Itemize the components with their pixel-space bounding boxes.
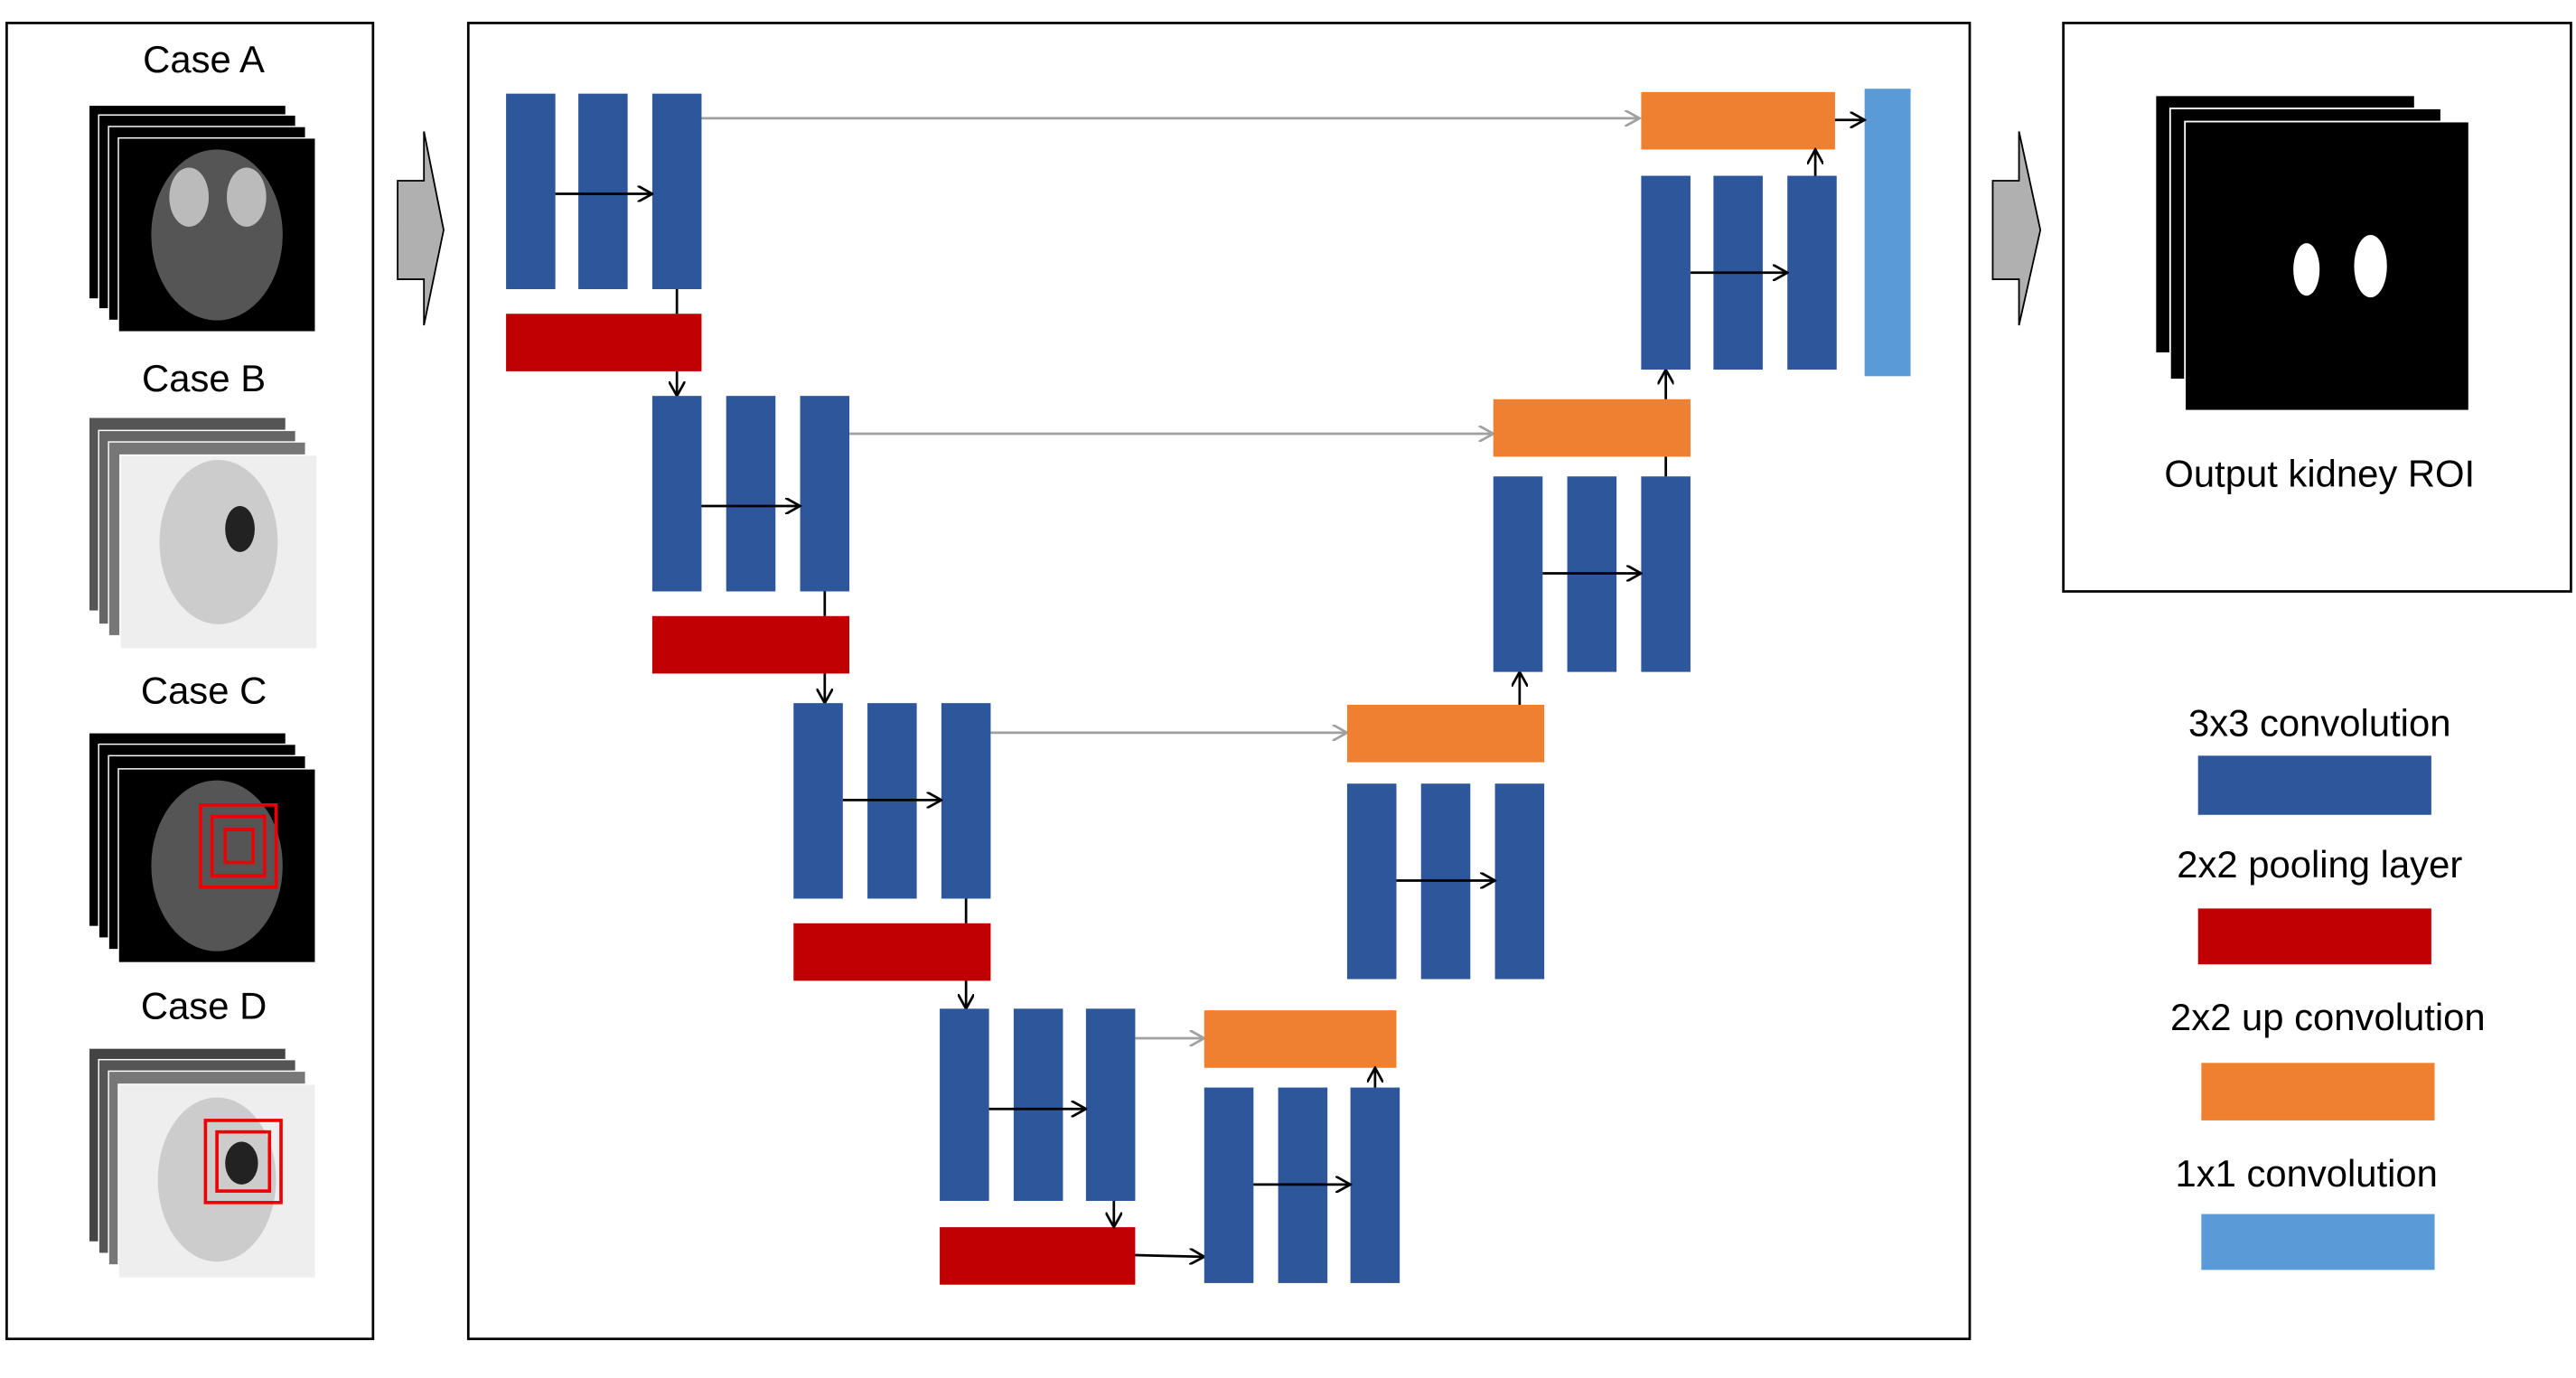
output-label: Output kidney ROI (2164, 452, 2475, 494)
case-label: Case B (142, 357, 266, 399)
output-panel: Output kidney ROI (2062, 22, 2572, 593)
case-d-stack (88, 1047, 316, 1280)
legend-label: 2x2 up convolution (2170, 996, 2486, 1038)
unet (466, 22, 1972, 1341)
input-panel: Case A Case B Case C Case D (5, 22, 375, 1341)
flow-arrow (397, 131, 445, 326)
case-label: Case C (141, 669, 267, 711)
case-b-stack (88, 417, 318, 650)
legend: 3x3 convolution 2x2 pooling layer 2x2 up… (2170, 702, 2486, 1270)
case-label: Case D (141, 984, 267, 1026)
case-c-stack (88, 732, 316, 964)
legend-label: 2x2 pooling layer (2177, 843, 2462, 886)
flow-arrow (1991, 131, 2042, 326)
case-label: Case A (143, 38, 265, 80)
case-a-stack (88, 104, 316, 333)
legend-label: 3x3 convolution (2188, 702, 2450, 745)
legend-label: 1x1 convolution (2175, 1152, 2437, 1195)
